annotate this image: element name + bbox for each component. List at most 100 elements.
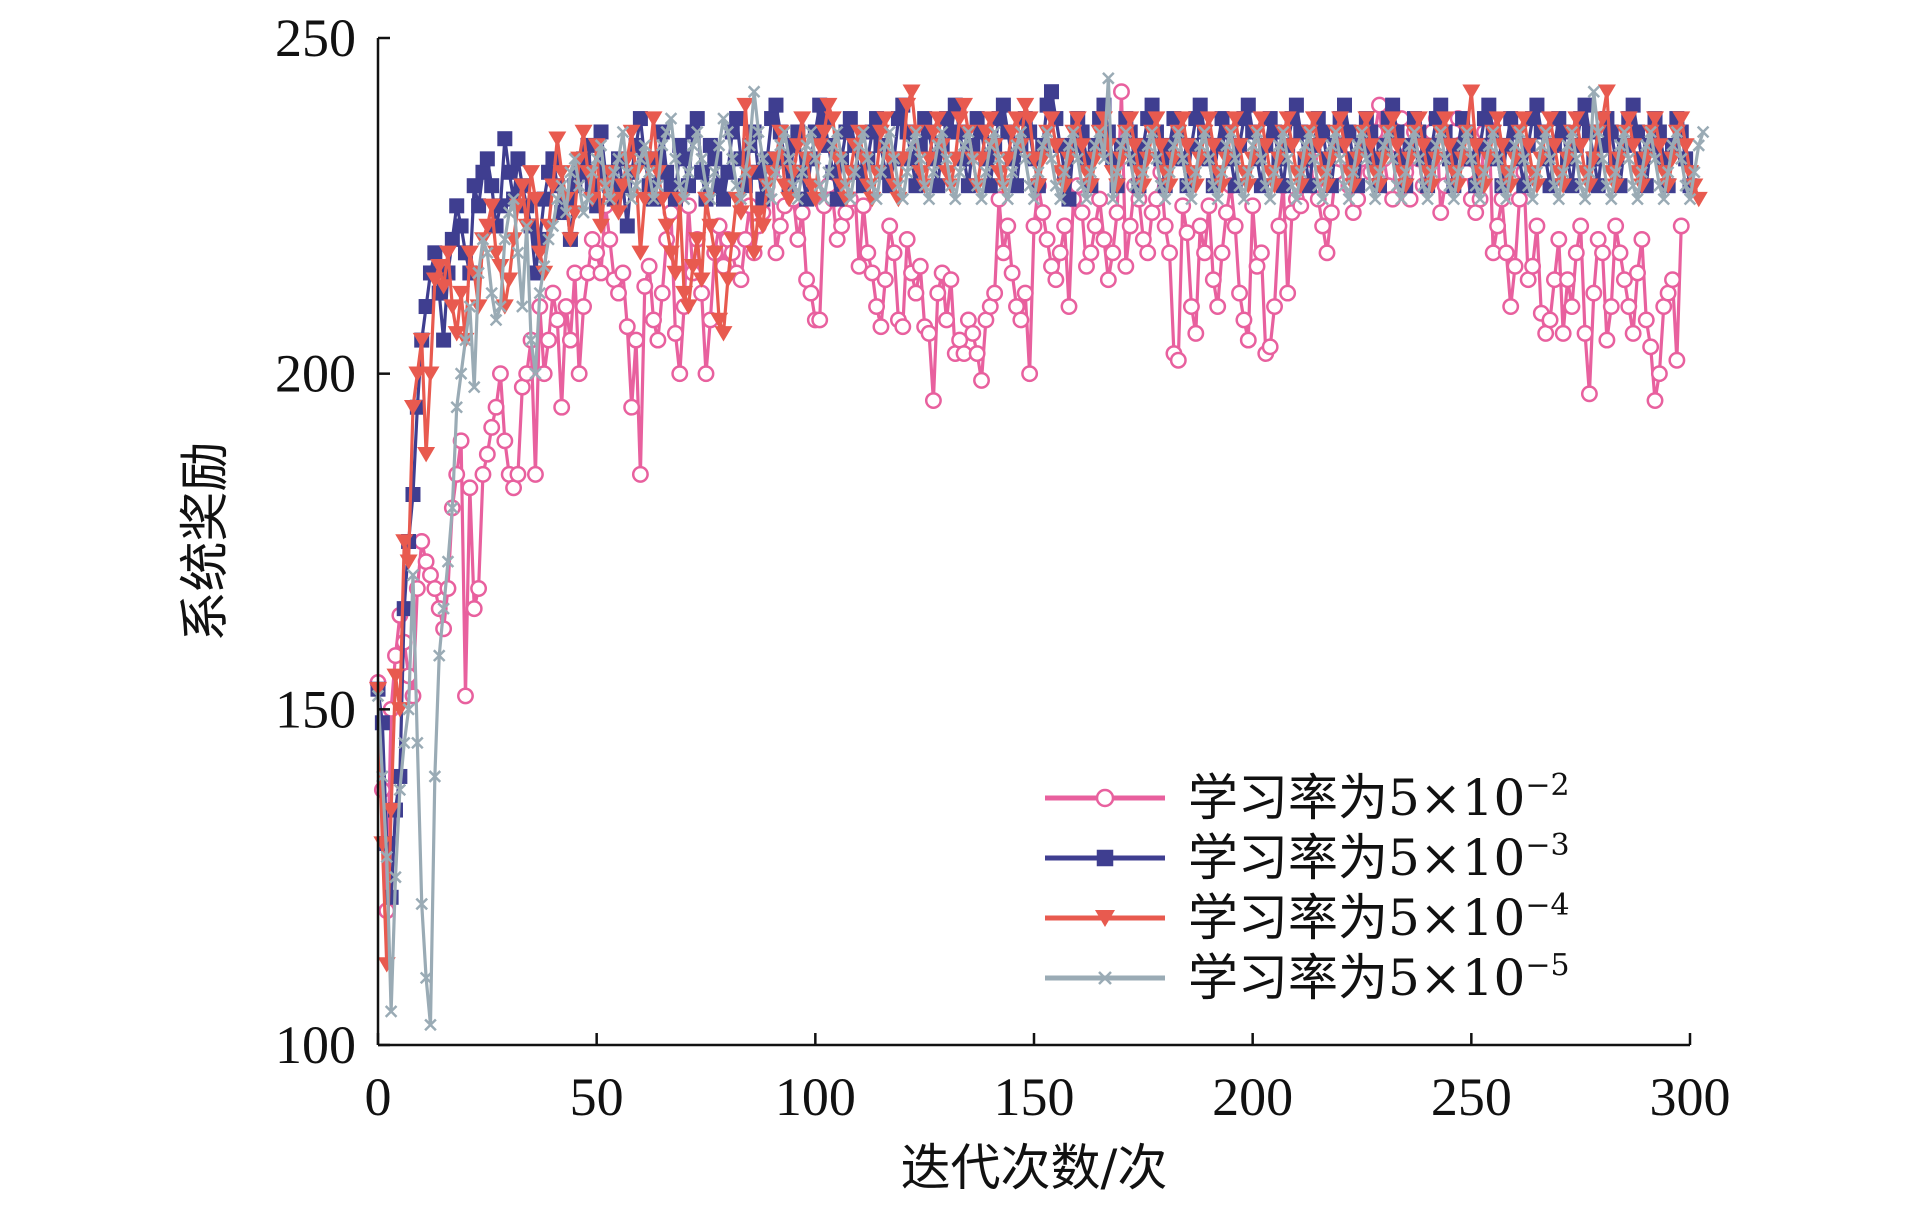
data-point bbox=[494, 300, 507, 313]
data-point bbox=[876, 111, 895, 127]
data-point bbox=[749, 205, 768, 221]
data-point bbox=[1600, 179, 1614, 192]
data-point bbox=[1117, 257, 1135, 275]
data-point bbox=[793, 111, 812, 127]
data-point bbox=[1383, 111, 1402, 127]
data-point bbox=[610, 284, 627, 302]
data-point bbox=[979, 165, 993, 179]
data-point bbox=[1672, 111, 1691, 127]
data-point bbox=[911, 257, 929, 275]
data-point bbox=[614, 264, 632, 282]
data-point bbox=[705, 245, 724, 261]
data-point bbox=[1539, 125, 1552, 139]
data-point bbox=[1602, 298, 1620, 315]
data-point bbox=[1213, 244, 1231, 262]
data-point bbox=[588, 244, 606, 262]
data-point bbox=[476, 233, 490, 246]
data-point bbox=[1144, 97, 1160, 113]
data-point bbox=[857, 125, 870, 139]
data-point bbox=[1451, 165, 1465, 179]
data-point bbox=[739, 165, 752, 179]
data-point bbox=[653, 284, 671, 302]
data-point bbox=[1607, 217, 1625, 235]
data-point bbox=[800, 139, 813, 152]
data-point bbox=[734, 192, 748, 206]
data-point bbox=[1158, 192, 1172, 206]
data-point bbox=[673, 179, 687, 192]
data-point bbox=[1278, 111, 1297, 127]
data-point bbox=[1478, 165, 1491, 179]
legend-swatch-marker bbox=[1095, 910, 1115, 927]
data-point bbox=[1230, 138, 1249, 154]
data-point bbox=[819, 97, 838, 114]
data-point bbox=[1018, 152, 1032, 166]
data-point bbox=[1108, 204, 1126, 221]
data-point bbox=[1530, 165, 1544, 179]
data-point bbox=[1156, 217, 1174, 235]
data-point bbox=[443, 299, 462, 315]
data-point bbox=[970, 179, 984, 192]
data-point bbox=[1012, 311, 1030, 329]
data-point bbox=[729, 111, 745, 127]
data-point bbox=[438, 245, 457, 261]
data-point bbox=[1266, 298, 1283, 315]
data-point bbox=[1178, 224, 1196, 242]
data-point bbox=[1416, 179, 1430, 192]
data-point bbox=[1481, 97, 1497, 113]
data-point bbox=[395, 534, 414, 550]
data-point bbox=[1263, 192, 1277, 206]
data-point bbox=[675, 285, 694, 302]
data-point bbox=[771, 217, 789, 235]
data-point bbox=[830, 125, 844, 139]
data-point bbox=[1615, 271, 1633, 289]
data-point bbox=[1193, 139, 1207, 152]
data-point bbox=[1603, 124, 1619, 140]
data-point bbox=[609, 205, 628, 221]
data-point bbox=[1611, 244, 1629, 262]
data-point bbox=[876, 271, 894, 289]
data-point bbox=[1626, 179, 1640, 192]
data-point bbox=[695, 152, 708, 166]
data-point bbox=[736, 230, 754, 248]
data-point bbox=[715, 191, 731, 207]
data-point bbox=[1244, 197, 1262, 215]
data-point bbox=[1252, 111, 1271, 127]
data-point bbox=[689, 111, 705, 127]
data-point bbox=[570, 151, 589, 167]
data-point bbox=[1073, 204, 1091, 221]
data-point bbox=[712, 139, 726, 152]
data-point bbox=[861, 152, 875, 166]
data-point bbox=[914, 152, 927, 166]
data-point bbox=[607, 165, 621, 179]
data-point bbox=[870, 192, 883, 206]
data-point bbox=[1119, 125, 1133, 139]
data-point bbox=[1412, 152, 1426, 166]
data-point bbox=[509, 465, 527, 483]
data-point bbox=[1137, 165, 1150, 179]
data-point bbox=[1513, 125, 1526, 139]
data-point bbox=[1696, 125, 1710, 139]
data-point bbox=[418, 299, 434, 315]
data-point bbox=[504, 232, 523, 248]
data-point bbox=[822, 165, 835, 179]
data-point bbox=[683, 259, 702, 275]
data-point bbox=[1039, 97, 1055, 113]
data-point bbox=[1316, 192, 1329, 206]
data-point bbox=[1571, 138, 1590, 154]
data-point bbox=[1067, 125, 1080, 139]
data-point bbox=[1486, 125, 1500, 139]
data-point bbox=[623, 398, 641, 416]
data-point bbox=[1204, 271, 1222, 289]
data-point bbox=[747, 85, 761, 98]
data-point bbox=[1624, 324, 1642, 342]
data-point bbox=[756, 152, 770, 166]
data-point bbox=[1433, 97, 1449, 113]
data-point bbox=[1198, 125, 1211, 139]
data-point bbox=[446, 501, 459, 515]
data-point bbox=[896, 192, 910, 206]
data-point bbox=[649, 331, 667, 349]
data-point bbox=[986, 284, 1004, 302]
data-point bbox=[1211, 192, 1224, 206]
data-point bbox=[444, 231, 460, 247]
data-point bbox=[842, 111, 858, 127]
